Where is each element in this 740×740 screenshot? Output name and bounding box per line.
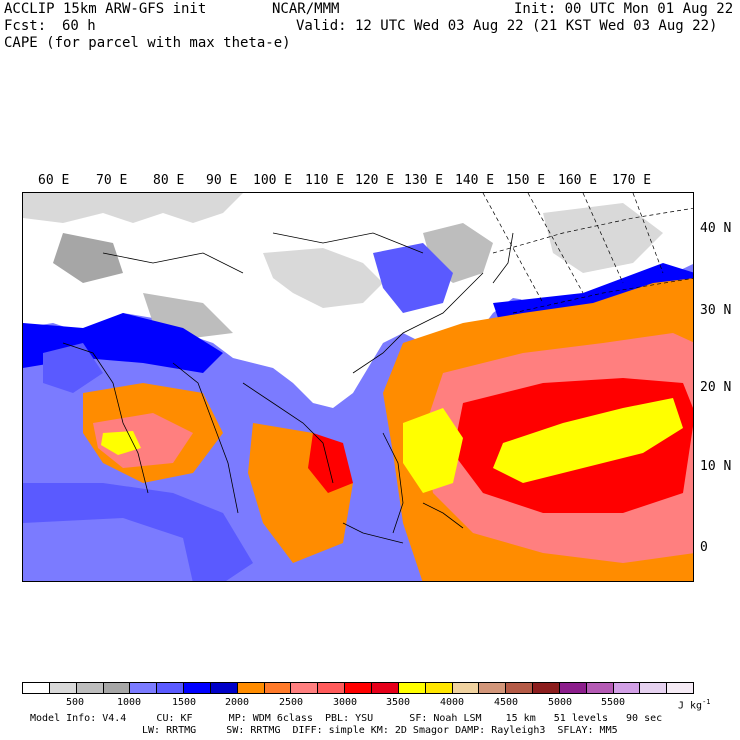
lat-label: 10 N xyxy=(700,459,732,474)
model-info-line-1: Model Info: V4.4 CU: KF MP: WDM 6class P… xyxy=(30,713,663,724)
colorbar-swatch xyxy=(264,683,292,693)
lon-label: 70 E xyxy=(96,173,128,188)
lon-label: 170 E xyxy=(612,173,652,188)
forecast-label: Fcst: xyxy=(4,18,47,34)
colorbar-swatch xyxy=(49,683,77,693)
colorbar-swatch xyxy=(452,683,480,693)
colorbar-swatch xyxy=(157,683,185,693)
colorbar-swatch xyxy=(479,683,507,693)
lon-label: 60 E xyxy=(38,173,70,188)
colorbar-swatch xyxy=(425,683,453,693)
lon-label: 140 E xyxy=(455,173,495,188)
colorbar-swatch xyxy=(210,683,238,693)
cape-map xyxy=(22,192,694,582)
colorbar-tick: 2500 xyxy=(279,697,304,708)
lon-label: 80 E xyxy=(153,173,185,188)
lat-label: 30 N xyxy=(700,303,732,318)
lon-label: 160 E xyxy=(558,173,598,188)
colorbar-swatch xyxy=(586,683,614,693)
lon-label: 130 E xyxy=(404,173,444,188)
colorbar-tick: 4000 xyxy=(440,697,465,708)
colorbar-tick: 5000 xyxy=(548,697,573,708)
colorbar xyxy=(22,682,694,694)
model-title: ACCLIP 15km ARW-GFS init xyxy=(4,1,207,17)
colorbar-tick: 2000 xyxy=(225,697,250,708)
colorbar-swatch xyxy=(23,683,50,693)
organization-label: NCAR/MMM xyxy=(272,1,340,17)
colorbar-swatch xyxy=(103,683,131,693)
colorbar-swatch xyxy=(667,683,694,693)
colorbar-swatch xyxy=(291,683,319,693)
lon-label: 110 E xyxy=(305,173,345,188)
lon-label: 90 E xyxy=(206,173,238,188)
colorbar-tick: 3500 xyxy=(386,697,411,708)
field-title: CAPE (for parcel with max theta-e) xyxy=(4,35,291,51)
lat-label: 20 N xyxy=(700,380,732,395)
colorbar-swatch xyxy=(533,683,560,693)
colorbar-units: J kg-1 xyxy=(678,698,711,712)
colorbar-swatch xyxy=(237,683,265,693)
colorbar-swatch xyxy=(130,683,158,693)
lat-label: 0 xyxy=(700,540,708,555)
colorbar-tick: 3000 xyxy=(333,697,358,708)
colorbar-tick: 500 xyxy=(66,697,85,708)
forecast-hour: 60 h xyxy=(62,18,96,34)
valid-time: Valid: 12 UTC Wed 03 Aug 22 (21 KST Wed … xyxy=(296,18,718,34)
model-info-line-2: LW: RRTMG SW: RRTMG DIFF: simple KM: 2D … xyxy=(142,725,618,736)
lat-label: 40 N xyxy=(700,221,732,236)
colorbar-swatch xyxy=(398,683,426,693)
colorbar-swatch xyxy=(76,683,104,693)
colorbar-swatch xyxy=(559,683,587,693)
colorbar-tick: 4500 xyxy=(494,697,519,708)
lon-label: 150 E xyxy=(506,173,546,188)
init-time: Init: 00 UTC Mon 01 Aug 22 xyxy=(514,1,734,17)
colorbar-tick: 5500 xyxy=(601,697,626,708)
colorbar-swatch xyxy=(640,683,668,693)
cape-map-graphic xyxy=(23,193,693,581)
colorbar-swatch xyxy=(371,683,399,693)
colorbar-swatch xyxy=(613,683,641,693)
colorbar-swatch xyxy=(184,683,211,693)
colorbar-swatch xyxy=(345,683,372,693)
lon-label: 120 E xyxy=(355,173,395,188)
colorbar-tick: 1000 xyxy=(117,697,142,708)
colorbar-swatch xyxy=(506,683,534,693)
colorbar-tick: 1500 xyxy=(172,697,197,708)
colorbar-swatch xyxy=(318,683,346,693)
lon-label: 100 E xyxy=(253,173,293,188)
